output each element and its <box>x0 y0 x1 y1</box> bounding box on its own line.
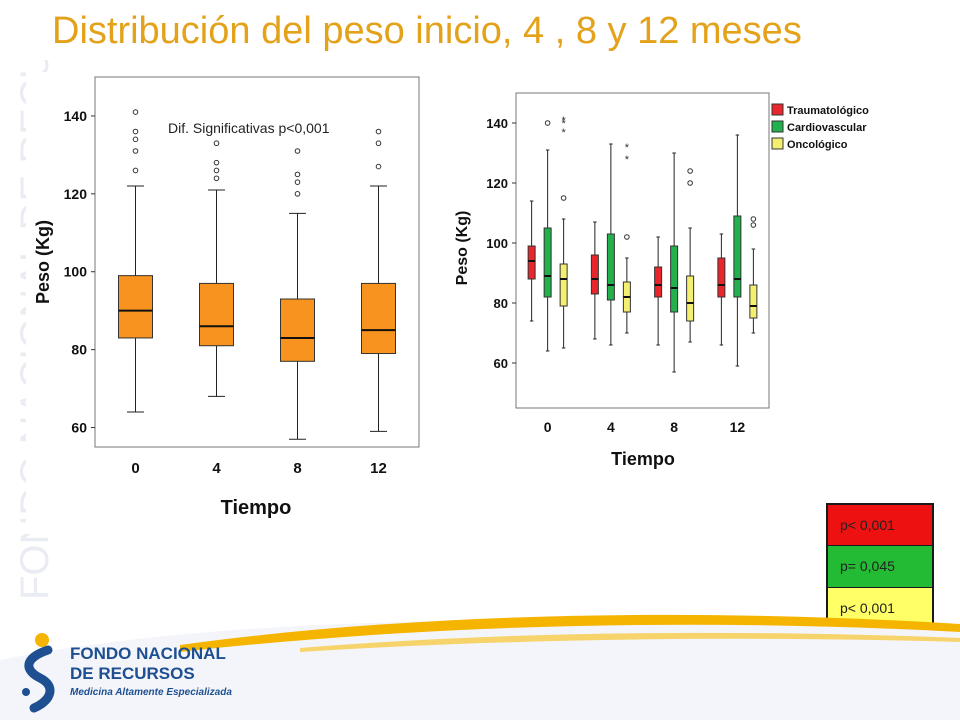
y-tick-label: 100 <box>64 264 88 280</box>
box-8-outlier <box>294 148 301 154</box>
box-2-0-outlier <box>560 195 567 201</box>
box-0-outlier <box>132 128 139 135</box>
p-value-cardio: p= 0,045 <box>828 546 932 588</box>
box-0-box <box>118 275 153 339</box>
box-1-0-outlier <box>544 120 551 126</box>
p-value-trauma: p< 0,001 <box>828 505 932 547</box>
logo-line-2: DE RECURSOS <box>70 664 195 683</box>
box-0-outlier <box>132 148 139 154</box>
plot-frame <box>515 92 770 409</box>
box-1-12-box <box>733 215 742 298</box>
y-tick-label: 100 <box>486 236 508 251</box>
box-0-outlier <box>132 109 139 115</box>
slide-title: Distribución del peso inicio, 4 , 8 y 12… <box>52 10 802 52</box>
box-12-box <box>361 282 396 355</box>
box-0-12-box <box>717 257 726 298</box>
box-8-outlier <box>294 179 301 185</box>
box-2-4-extreme: * <box>625 142 630 154</box>
x-axis-ticks: 0 4 8 12 <box>544 419 746 435</box>
box-8-outlier <box>294 191 301 197</box>
y-tick-label: 140 <box>64 108 88 124</box>
box-group: ***** <box>527 115 758 373</box>
legend: Traumatológico Cardiovascular Oncológico <box>771 103 869 151</box>
overall-weight-boxplot: 60 80 100 120 140 0 4 8 12 Dif. Significativas … <box>26 72 427 534</box>
legend-label: Traumatológico <box>787 105 869 117</box>
box-4-outlier <box>213 175 220 182</box>
x-axis-title: Tiempo <box>221 497 292 519</box>
logo: FONDO NACIONAL DE RECURSOS Medicina Alta… <box>12 624 272 714</box>
box-2-8-outlier <box>687 168 693 174</box>
box-0-outlier <box>132 167 139 174</box>
box-8-outlier <box>294 171 301 178</box>
y-axis-title: Peso (Kg) <box>33 220 53 304</box>
box-2-12-outlier <box>750 216 757 222</box>
box-1-0-box <box>543 227 552 298</box>
y-tick-label: 60 <box>494 356 508 371</box>
x-tick-label: 0 <box>544 419 552 435</box>
box-0-8-box <box>654 266 663 298</box>
box-4-outlier <box>213 159 220 166</box>
x-tick-label: 4 <box>607 419 615 435</box>
box-2-4-extreme: * <box>625 154 630 166</box>
x-tick-label: 8 <box>293 460 301 477</box>
logo-mark-icon <box>22 633 55 713</box>
plot-frame <box>94 76 420 448</box>
box-2-0-box <box>559 263 568 307</box>
box-2-0-extreme: * <box>561 127 566 139</box>
x-tick-label: 12 <box>370 460 387 477</box>
y-axis-ticks: 60 80 100 120 140 <box>486 116 516 371</box>
box-0-0-box <box>527 245 536 280</box>
y-axis-title: Peso (Kg) <box>454 211 471 286</box>
box-2-8-outlier <box>687 180 693 186</box>
chart-annotation: Dif. Significativas p<0,001 <box>168 120 330 136</box>
legend-label: Cardiovascular <box>787 122 867 134</box>
logo-line-1: FONDO NACIONAL <box>70 644 226 663</box>
box-4-box <box>199 282 234 347</box>
box-12-outlier <box>375 163 382 170</box>
y-tick-label: 80 <box>494 296 508 311</box>
box-8-box <box>280 298 315 362</box>
legend-swatch <box>771 103 784 116</box>
x-axis-title: Tiempo <box>611 449 675 469</box>
box-4-outlier <box>213 140 220 147</box>
box-4-outlier <box>213 167 220 174</box>
box-0-4-box <box>590 254 599 295</box>
x-tick-label: 0 <box>131 460 139 477</box>
footer-wave <box>0 614 960 720</box>
logo-tagline: Medicina Altamente Especializada <box>70 687 232 698</box>
box-2-0-extreme: * <box>561 118 566 130</box>
box-12-outlier <box>375 128 382 135</box>
box-2-8-box <box>686 275 695 322</box>
y-tick-label: 140 <box>486 116 508 131</box>
weight-by-group-boxplot: 60 80 100 120 140 ***** 0 4 8 12 Traumatológico… <box>441 88 882 481</box>
x-axis-ticks: 0 4 8 12 <box>131 460 387 477</box>
box-1-8-box <box>670 245 679 313</box>
legend-swatch <box>771 137 784 150</box>
y-tick-label: 120 <box>64 186 88 202</box>
box-2-12-box <box>749 284 758 319</box>
y-tick-label: 120 <box>486 176 508 191</box>
x-tick-label: 4 <box>212 460 221 477</box>
box-2-12-outlier <box>750 222 757 228</box>
box-12-outlier <box>375 140 382 147</box>
box-2-0-extreme: * <box>561 115 566 127</box>
x-tick-label: 8 <box>670 419 678 435</box>
y-axis-ticks: 60 80 100 120 140 <box>64 108 95 436</box>
legend-swatch <box>771 120 784 133</box>
box-1-4-box <box>606 233 615 301</box>
y-tick-label: 60 <box>71 420 87 436</box>
legend-label: Oncológico <box>787 139 848 151</box>
box-2-4-outlier <box>624 234 630 240</box>
box-0-outlier <box>132 136 139 143</box>
box-group <box>118 109 396 440</box>
x-tick-label: 12 <box>730 419 746 435</box>
y-tick-label: 80 <box>71 342 87 358</box>
